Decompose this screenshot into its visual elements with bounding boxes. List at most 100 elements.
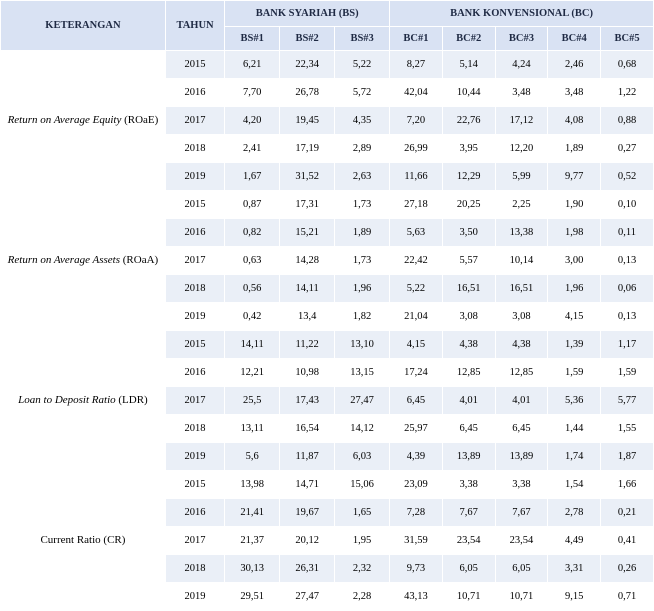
value-cell: 16,51 bbox=[442, 275, 495, 303]
value-cell: 0,42 bbox=[225, 303, 280, 331]
header-bc5: BC#5 bbox=[601, 27, 654, 51]
value-cell: 3,38 bbox=[495, 471, 548, 499]
value-cell: 1,95 bbox=[335, 527, 390, 555]
value-cell: 4,24 bbox=[495, 51, 548, 79]
value-cell: 31,52 bbox=[280, 163, 335, 191]
value-cell: 0,26 bbox=[601, 555, 654, 583]
value-cell: 19,45 bbox=[280, 107, 335, 135]
header-bc4: BC#4 bbox=[548, 27, 601, 51]
value-cell: 12,85 bbox=[495, 359, 548, 387]
value-cell: 5,99 bbox=[495, 163, 548, 191]
value-cell: 27,18 bbox=[390, 191, 443, 219]
value-cell: 1,54 bbox=[548, 471, 601, 499]
value-cell: 0,68 bbox=[601, 51, 654, 79]
value-cell: 17,31 bbox=[280, 191, 335, 219]
value-cell: 2,89 bbox=[335, 135, 390, 163]
value-cell: 1,22 bbox=[601, 79, 654, 107]
table-row: Loan to Deposit Ratio (LDR)201514,1111,2… bbox=[1, 331, 654, 359]
value-cell: 1,65 bbox=[335, 499, 390, 527]
year-cell: 2018 bbox=[165, 135, 224, 163]
value-cell: 42,04 bbox=[390, 79, 443, 107]
header-bc1: BC#1 bbox=[390, 27, 443, 51]
value-cell: 5,22 bbox=[335, 51, 390, 79]
value-cell: 7,20 bbox=[390, 107, 443, 135]
header-bc3: BC#3 bbox=[495, 27, 548, 51]
value-cell: 11,87 bbox=[280, 443, 335, 471]
value-cell: 0,88 bbox=[601, 107, 654, 135]
value-cell: 21,37 bbox=[225, 527, 280, 555]
value-cell: 1,74 bbox=[548, 443, 601, 471]
year-cell: 2017 bbox=[165, 527, 224, 555]
value-cell: 5,63 bbox=[390, 219, 443, 247]
value-cell: 27,47 bbox=[335, 387, 390, 415]
value-cell: 2,41 bbox=[225, 135, 280, 163]
value-cell: 1,44 bbox=[548, 415, 601, 443]
header-bs2: BS#2 bbox=[280, 27, 335, 51]
year-cell: 2017 bbox=[165, 247, 224, 275]
metric-label: Current Ratio (CR) bbox=[1, 471, 166, 611]
value-cell: 14,71 bbox=[280, 471, 335, 499]
financial-table: KETERANGAN TAHUN BANK SYARIAH (BS) BANK … bbox=[0, 0, 654, 611]
value-cell: 3,08 bbox=[495, 303, 548, 331]
value-cell: 13,89 bbox=[495, 443, 548, 471]
value-cell: 21,04 bbox=[390, 303, 443, 331]
value-cell: 17,12 bbox=[495, 107, 548, 135]
value-cell: 12,20 bbox=[495, 135, 548, 163]
value-cell: 6,45 bbox=[442, 415, 495, 443]
value-cell: 5,72 bbox=[335, 79, 390, 107]
header-bs1: BS#1 bbox=[225, 27, 280, 51]
value-cell: 8,27 bbox=[390, 51, 443, 79]
value-cell: 4,15 bbox=[390, 331, 443, 359]
value-cell: 0,13 bbox=[601, 303, 654, 331]
value-cell: 23,54 bbox=[495, 527, 548, 555]
value-cell: 3,31 bbox=[548, 555, 601, 583]
table-row: Return on Average Assets (ROaA)20150,871… bbox=[1, 191, 654, 219]
value-cell: 3,50 bbox=[442, 219, 495, 247]
value-cell: 1,90 bbox=[548, 191, 601, 219]
year-cell: 2016 bbox=[165, 79, 224, 107]
value-cell: 0,11 bbox=[601, 219, 654, 247]
value-cell: 11,22 bbox=[280, 331, 335, 359]
value-cell: 13,11 bbox=[225, 415, 280, 443]
year-cell: 2016 bbox=[165, 219, 224, 247]
value-cell: 13,10 bbox=[335, 331, 390, 359]
value-cell: 13,4 bbox=[280, 303, 335, 331]
value-cell: 13,15 bbox=[335, 359, 390, 387]
value-cell: 1,73 bbox=[335, 191, 390, 219]
value-cell: 4,01 bbox=[495, 387, 548, 415]
year-cell: 2019 bbox=[165, 163, 224, 191]
value-cell: 7,67 bbox=[442, 499, 495, 527]
value-cell: 3,00 bbox=[548, 247, 601, 275]
value-cell: 15,06 bbox=[335, 471, 390, 499]
value-cell: 2,32 bbox=[335, 555, 390, 583]
value-cell: 3,95 bbox=[442, 135, 495, 163]
value-cell: 1,89 bbox=[335, 219, 390, 247]
value-cell: 0,82 bbox=[225, 219, 280, 247]
value-cell: 0,41 bbox=[601, 527, 654, 555]
year-cell: 2015 bbox=[165, 51, 224, 79]
value-cell: 6,05 bbox=[442, 555, 495, 583]
table-row: Current Ratio (CR)201513,9814,7115,0623,… bbox=[1, 471, 654, 499]
value-cell: 26,99 bbox=[390, 135, 443, 163]
value-cell: 23,54 bbox=[442, 527, 495, 555]
value-cell: 6,21 bbox=[225, 51, 280, 79]
value-cell: 2,25 bbox=[495, 191, 548, 219]
value-cell: 16,51 bbox=[495, 275, 548, 303]
value-cell: 23,09 bbox=[390, 471, 443, 499]
value-cell: 13,98 bbox=[225, 471, 280, 499]
value-cell: 0,06 bbox=[601, 275, 654, 303]
value-cell: 3,38 bbox=[442, 471, 495, 499]
value-cell: 1,39 bbox=[548, 331, 601, 359]
year-cell: 2016 bbox=[165, 499, 224, 527]
value-cell: 26,78 bbox=[280, 79, 335, 107]
value-cell: 1,82 bbox=[335, 303, 390, 331]
value-cell: 3,08 bbox=[442, 303, 495, 331]
value-cell: 1,67 bbox=[225, 163, 280, 191]
value-cell: 7,28 bbox=[390, 499, 443, 527]
value-cell: 13,89 bbox=[442, 443, 495, 471]
value-cell: 10,44 bbox=[442, 79, 495, 107]
header-keterangan: KETERANGAN bbox=[1, 1, 166, 51]
value-cell: 0,87 bbox=[225, 191, 280, 219]
value-cell: 22,34 bbox=[280, 51, 335, 79]
year-cell: 2018 bbox=[165, 275, 224, 303]
